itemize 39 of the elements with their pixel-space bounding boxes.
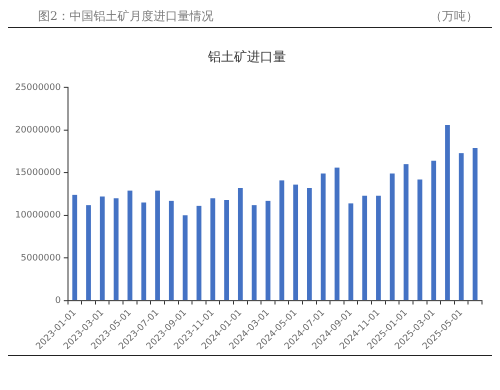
bar — [362, 196, 368, 300]
bar — [210, 198, 216, 300]
bar — [458, 153, 464, 300]
y-tick-label: 10000000 — [15, 210, 62, 221]
bar — [141, 202, 146, 300]
bar — [224, 200, 229, 300]
text: （万吨） — [430, 8, 478, 25]
y-tick-label: 0 — [55, 296, 62, 306]
bar — [182, 215, 188, 300]
bar — [72, 194, 78, 300]
bar — [293, 184, 298, 300]
bar — [404, 164, 408, 300]
bar — [472, 148, 478, 300]
bar — [196, 206, 202, 300]
bar — [376, 196, 381, 300]
bar — [334, 168, 340, 300]
bar — [238, 188, 243, 300]
bar — [266, 200, 270, 300]
bar — [307, 188, 312, 300]
y-tick-label: 20000000 — [15, 125, 62, 136]
bar — [100, 196, 105, 300]
bar — [252, 205, 257, 300]
caption: 图2：中国铝土矿月度进口量情况 — [38, 8, 214, 25]
bar — [431, 160, 436, 300]
chart-title: 铝土矿进口量 — [206, 50, 286, 66]
bar — [155, 190, 160, 300]
y-tick-label: 25000000 — [15, 82, 62, 93]
bar — [348, 203, 354, 300]
bar — [128, 190, 132, 300]
bar — [168, 200, 174, 300]
y-tick-label: 15000000 — [15, 168, 62, 178]
bar — [114, 198, 119, 300]
bar — [445, 124, 450, 300]
bar — [279, 180, 284, 300]
bar — [86, 205, 91, 300]
bar — [417, 180, 422, 300]
bar — [390, 174, 395, 300]
bar — [320, 174, 326, 300]
y-tick-label: 5000000 — [20, 253, 62, 264]
